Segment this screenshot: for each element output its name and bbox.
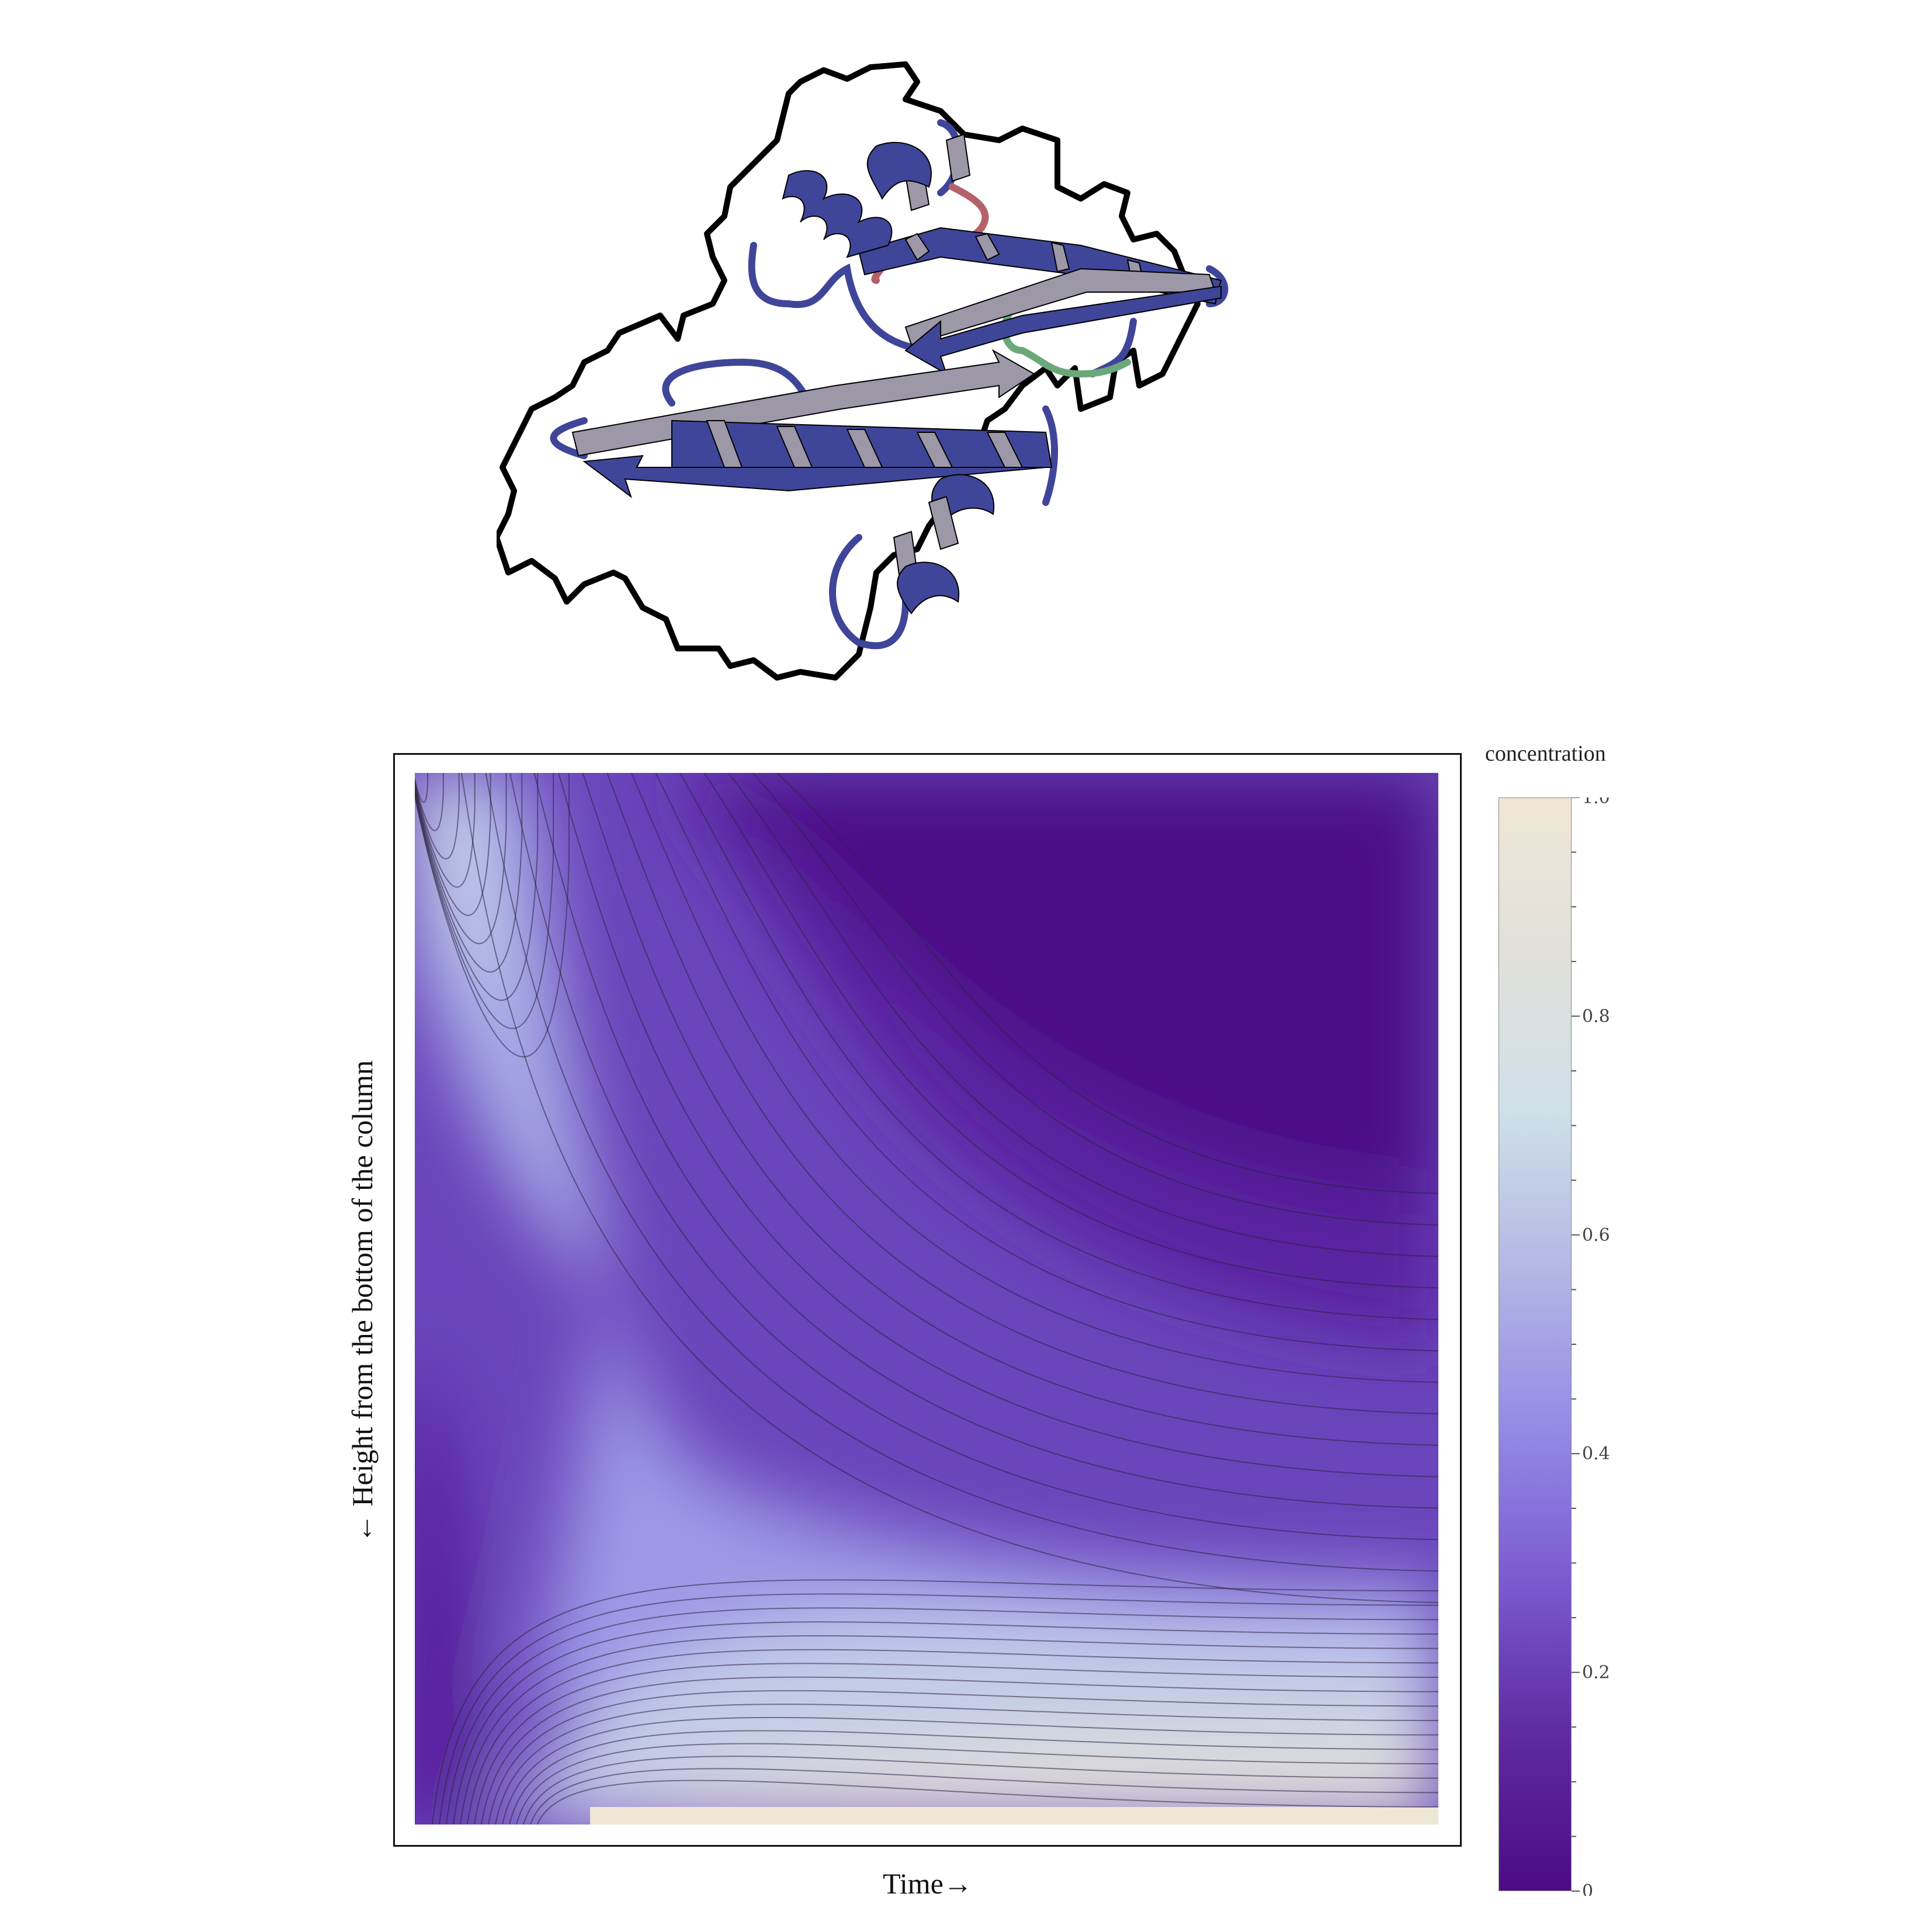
contour-plot	[415, 773, 1438, 1825]
contour-line-upper	[606, 773, 1438, 1414]
field-bottom-lighter	[590, 1735, 1438, 1825]
contour-line-left-loop	[415, 773, 507, 945]
colorbar	[1499, 797, 1572, 1891]
contour-line-lower	[502, 1716, 1438, 1825]
colorbar-axis: 0 0.2 0.4 0.6 0.8 1.0	[1572, 797, 1610, 1896]
contour-line-left-loop	[415, 773, 539, 1001]
colorbar-tick-label: 0.4	[1582, 1444, 1610, 1464]
colorbar-title: concentration	[1485, 741, 1606, 766]
contour-line-lower	[467, 1649, 1438, 1825]
colorbar-tick-label: 1.0	[1582, 797, 1610, 808]
contour-line-upper	[655, 773, 1438, 1352]
y-axis-label-text: ← Height from the bottom of the column	[346, 1060, 379, 1543]
contour-line-lower	[432, 1579, 1438, 1825]
field-band-1	[660, 773, 1438, 1345]
contour-line-upper	[533, 773, 1438, 1509]
contour-line-lower	[488, 1690, 1438, 1825]
contour-line-lower	[523, 1756, 1438, 1825]
contour-line-lower	[481, 1676, 1438, 1825]
contour-line-upper	[776, 773, 1438, 1194]
contour-line-left-loop	[415, 773, 554, 1029]
protein-ribbon-illustration	[497, 61, 1229, 681]
contour-line-lower	[516, 1743, 1438, 1825]
colorbar-tick-label: 0.8	[1582, 1006, 1610, 1026]
contour-line-left-loop	[415, 773, 523, 973]
surface-outline	[497, 61, 1201, 681]
contour-line-upper	[509, 773, 1438, 1541]
x-axis-label: Time→	[883, 1867, 973, 1900]
contour-lines	[415, 773, 1438, 1825]
contour-line-lower	[446, 1607, 1438, 1825]
contour-line-upper	[752, 773, 1438, 1226]
colorbar-tick-label: 0	[1582, 1881, 1593, 1896]
colorbar-tick-label: 0.6	[1582, 1225, 1610, 1246]
contour-line-upper	[461, 773, 1438, 1603]
contour-line-upper	[630, 773, 1438, 1383]
contour-line-upper	[485, 773, 1438, 1572]
contour-line-left-loop	[415, 773, 444, 831]
contour-line-upper	[679, 773, 1438, 1320]
contour-line-upper	[582, 773, 1438, 1446]
contour-line-upper	[728, 773, 1438, 1257]
contour-line-lower	[495, 1704, 1438, 1825]
contour-line-lower	[530, 1768, 1438, 1825]
loop-lower	[550, 358, 1058, 650]
helix-lower	[671, 419, 1053, 615]
contour-line-upper	[558, 773, 1438, 1477]
field-left-ridge-light	[415, 773, 502, 1018]
contour-line-upper	[703, 773, 1438, 1289]
colorbar-tick-label: 0.2	[1582, 1663, 1610, 1683]
strand-upper	[904, 268, 1222, 376]
contour-line-left-loop	[415, 773, 491, 916]
field-dark-region	[707, 773, 1438, 1194]
plot-frame	[393, 753, 1462, 1847]
field-center-fan	[532, 1275, 1438, 1708]
contour-line-left-loop	[415, 773, 460, 859]
contour-line-lower	[453, 1621, 1438, 1825]
contour-line-lower	[537, 1780, 1438, 1825]
field-left-dark	[415, 1357, 462, 1825]
contour-line-left-loop	[415, 773, 476, 888]
field-bottom-edge	[590, 1807, 1438, 1825]
contour-line-lower	[439, 1593, 1438, 1825]
contour-line-left-loop	[415, 773, 570, 1057]
contour-line-lower	[509, 1730, 1438, 1825]
contour-line-lower	[474, 1663, 1438, 1825]
contour-line-lower	[460, 1635, 1438, 1825]
